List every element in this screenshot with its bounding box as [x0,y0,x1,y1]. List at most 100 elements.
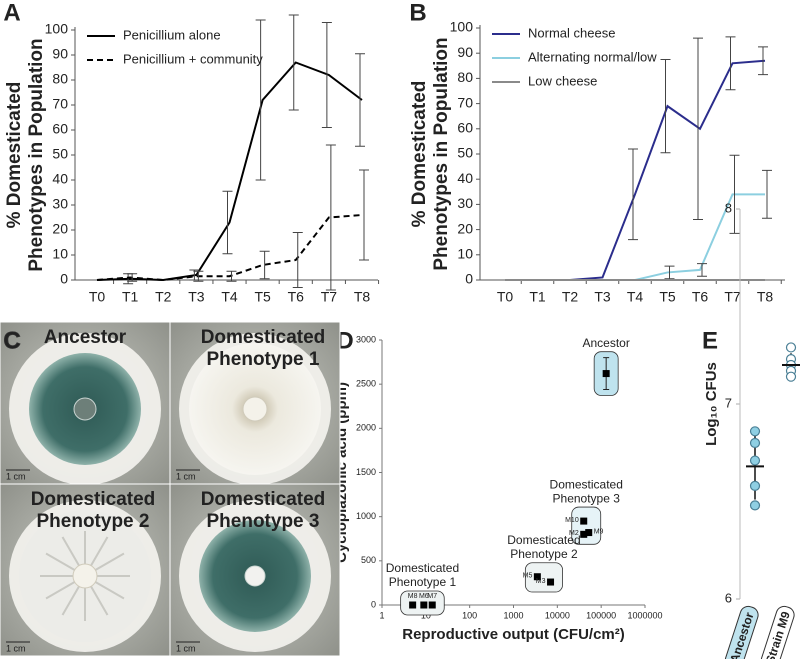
y-tick-label: 30 [457,195,473,211]
y-axis-label: Phenotypes in Population [26,38,47,271]
x-tick-label: T2 [155,289,172,305]
photo-label: Domesticated [31,489,156,510]
panel-label: D [336,327,353,354]
point [785,342,797,353]
y-tick-label: 90 [457,44,473,60]
point [580,530,588,538]
point [533,573,541,581]
error-bar [729,154,740,234]
x-tick-label: T8 [354,289,371,305]
x-tick-label: 1 [379,610,384,620]
x-tick-label: 1000 [503,610,523,620]
error-bar [127,273,138,282]
error-bar [355,53,365,147]
y-tick-label: 100 [450,19,474,35]
y-tick-label: 100 [45,21,69,37]
x-tick-label: T5 [254,289,271,305]
x-tick-label: T3 [188,289,205,305]
photo-label: Domesticated [201,327,326,348]
group-label: Phenotype 1 [389,575,457,589]
photo-label: Phenotype 2 [37,511,150,532]
y-tick-label: 0 [465,271,473,287]
y-axis-label: % Domesticated [409,81,430,228]
x-tick-label: 1000000 [627,610,662,620]
point [749,437,761,449]
point [428,601,436,609]
y-tick-label: 90 [52,46,68,62]
point [749,500,761,511]
y-axis-label: Phenotypes in Population [431,37,452,270]
x-tick-label: T1 [122,289,139,305]
point [749,480,761,491]
x-tick-label: T4 [221,289,238,305]
category-box [724,605,759,659]
category-box [760,605,795,659]
y-tick-label: 1000 [356,511,376,521]
x-tick-label: T3 [594,289,611,305]
y-tick-label: 50 [52,146,68,162]
legend-label: Penicillium alone [123,27,221,42]
group-label: Ancestor [582,336,629,350]
x-tick-label: T0 [89,289,106,305]
y-tick-label: 500 [361,555,376,565]
error-bar [758,46,768,76]
y-tick-label: 60 [457,120,473,136]
x-tick-label: T8 [757,289,774,305]
colony-center [72,563,98,589]
error-bar [628,148,638,241]
photo-label: Phenotype 3 [207,511,320,532]
point-label: M3 [536,578,546,585]
point-label: M8 [408,593,418,600]
y-tick-label: 8 [725,200,732,215]
x-axis-label: Reproductive output (CFU/cm²) [402,626,625,643]
x-tick-label: 100000 [586,610,616,620]
x-tick-label: T4 [627,289,644,305]
point [409,601,417,609]
x-tick-label: T2 [562,289,579,305]
group-label: Domesticated [386,561,459,575]
y-tick-label: 10 [457,246,473,262]
y-tick-label: 30 [52,196,68,212]
y-tick-label: 0 [371,599,376,609]
point [749,455,761,466]
error-bar [359,169,369,261]
error-bar [762,169,772,219]
point-label: M10 [565,517,579,524]
y-tick-label: 3000 [356,334,376,344]
y-axis-label: % Domesticated [4,82,25,229]
y-tick-label: 7 [725,395,732,410]
colony-center [242,396,268,422]
colony-center [244,565,266,587]
category-label-group: Ancestor [724,605,759,659]
error-bar [222,190,233,255]
y-tick-label: 1500 [356,467,376,477]
error-bar [325,144,336,291]
scale-label: 1 cm [176,643,196,653]
y-tick-label: 50 [457,145,473,161]
x-tick-label: T7 [321,289,338,305]
error-bar [725,36,736,91]
error-bar [226,270,237,282]
y-tick-label: 40 [457,170,473,186]
point [785,371,797,382]
scale-label: 1 cm [6,471,26,481]
error-bar [693,37,703,221]
panel-label: E [702,327,718,354]
point-label: M6 [419,593,429,600]
group-label: Phenotype 3 [553,491,621,505]
error-bar [664,265,675,280]
point-label: M5 [523,573,533,580]
y-tick-label: 80 [52,71,68,87]
legend-label: Penicillium + community [123,51,263,66]
x-tick-label: T5 [659,289,676,305]
photo-label: Ancestor [44,327,127,348]
legend-label: Normal cheese [528,25,615,40]
y-tick-label: 20 [457,220,473,236]
point [580,517,588,525]
x-tick-label: 10000 [545,610,570,620]
point-label: M9 [594,528,604,535]
y-tick-label: 40 [52,171,68,187]
point [547,578,555,586]
y-tick-label: 2500 [356,379,376,389]
